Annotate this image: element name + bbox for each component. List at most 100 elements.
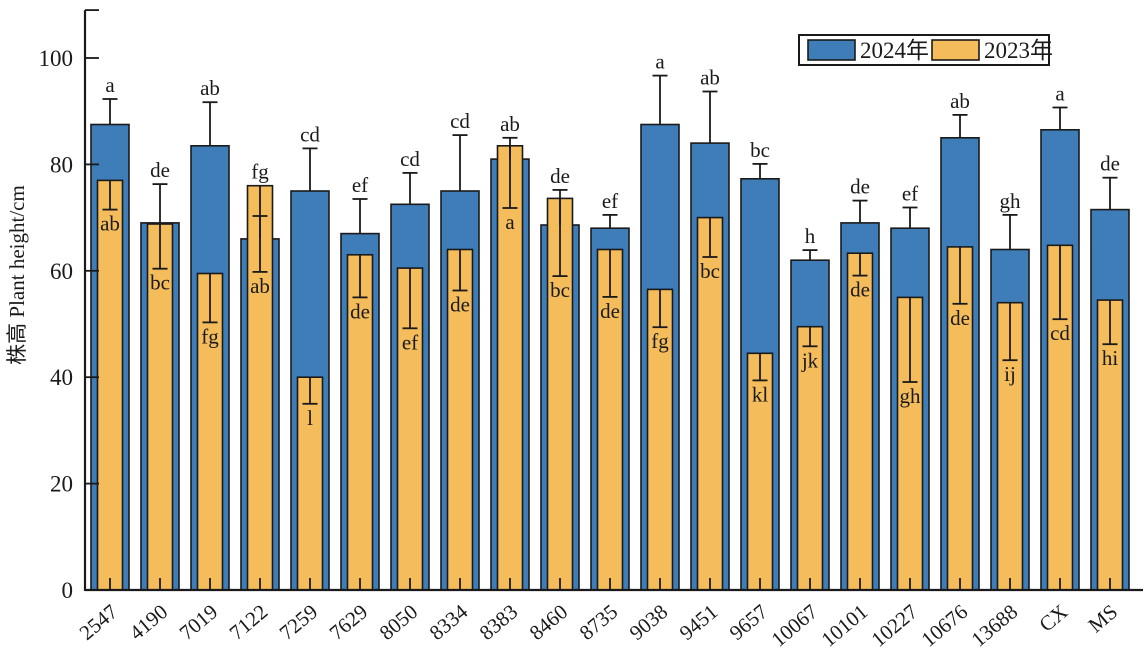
bar-2023-7629 <box>346 254 374 591</box>
bar-2023-7259 <box>296 376 324 591</box>
sig-letter-2024-10101: de <box>850 175 870 199</box>
sig-letter-2024-8735: ef <box>602 189 618 213</box>
x-tick-label-8050: 8050 <box>375 599 423 644</box>
bar-group-7122: fg ab <box>240 160 280 591</box>
bar-group-8460: de bc <box>540 164 580 591</box>
error-bar-2024-MS <box>1102 176 1118 210</box>
sig-letter-2023-9038: fg <box>651 329 669 353</box>
sig-letter-2023-MS: hi <box>1102 346 1119 370</box>
sig-letter-2024-CX: a <box>1055 82 1065 106</box>
legend: 2024年 2023年 <box>798 34 1053 66</box>
sig-letter-2024-4190: de <box>150 158 170 182</box>
sig-letter-2023-10676: de <box>950 306 970 330</box>
error-bar-2024-4190 <box>152 183 168 223</box>
error-bar-2024-8050 <box>402 171 418 205</box>
x-tick-label-13688: 13688 <box>967 599 1023 651</box>
legend-label-1: 2023年 <box>984 38 1053 63</box>
sig-letter-2023-8460: bc <box>550 278 570 302</box>
bar-group-7259: cd l <box>290 122 330 591</box>
x-axis: 2547 4190 7019 7122 7259 7629 8050 8334 8383 8460… <box>75 578 1143 652</box>
sig-letter-2024-10067: h <box>805 224 816 248</box>
error-bar-2024-9657 <box>752 162 768 179</box>
sig-letter-2023-8050: ef <box>402 330 418 354</box>
error-bar-2024-10227 <box>902 206 918 229</box>
y-tick-label-60: 60 <box>50 259 73 284</box>
error-bar-2023-8460 <box>552 198 568 278</box>
sig-letter-2023-9657: kl <box>752 382 769 406</box>
error-bar-2023-13688 <box>1002 302 1018 362</box>
error-bar-2023-9451 <box>702 217 718 258</box>
error-bar-2023-10101 <box>852 253 868 277</box>
x-tick-label-7122: 7122 <box>225 599 273 644</box>
sig-letter-2023-7259: l <box>307 406 313 430</box>
bar-group-8050: cd ef <box>390 147 430 591</box>
y-tick-label-80: 80 <box>50 152 73 177</box>
error-bar-2024-CX <box>1052 106 1068 130</box>
y-tick-label-100: 100 <box>39 46 74 71</box>
error-bar-2024-10676 <box>952 114 968 138</box>
x-tick-label-8460: 8460 <box>525 599 573 644</box>
bar-group-8383: ab a <box>490 112 530 591</box>
x-tick-label-MS: MS <box>1084 599 1123 637</box>
error-bar-2024-7019 <box>202 101 218 146</box>
bar-group-9451: ab bc <box>690 66 730 591</box>
sig-letter-2023-8735: de <box>600 299 620 323</box>
sig-letter-2023-2547: ab <box>100 212 120 236</box>
x-tick-label-9038: 9038 <box>625 599 673 644</box>
bar-2023-10067 <box>796 325 824 591</box>
error-bar-2023-9038 <box>652 289 668 329</box>
error-bar-2023-2547 <box>102 180 118 211</box>
sig-letter-2023-4190: bc <box>150 271 170 295</box>
x-tick-label-8735: 8735 <box>575 599 623 644</box>
sig-letter-2023-8334: de <box>450 293 470 317</box>
error-bar-2023-7122 <box>252 185 268 273</box>
error-bar-2024-7259 <box>302 147 318 191</box>
bar-2023-9451 <box>696 216 724 591</box>
legend-swatch-0 <box>807 39 856 61</box>
sig-letter-2024-10227: ef <box>902 182 918 206</box>
y-tick-label-20: 20 <box>50 472 73 497</box>
x-tick-label-10227: 10227 <box>867 599 923 651</box>
sig-letter-2024-8050: cd <box>400 147 420 171</box>
bar-group-2547: a ab <box>90 73 130 591</box>
error-bar-2024-8735 <box>602 213 618 229</box>
sig-letter-2023-10101: de <box>850 278 870 302</box>
bar-group-CX: a cd <box>1040 82 1080 591</box>
bar-group-10227: ef gh <box>890 182 930 591</box>
sig-letter-2023-7122: ab <box>250 274 270 298</box>
sig-letter-2023-9451: bc <box>700 259 720 283</box>
error-bar-2023-10227 <box>902 297 918 383</box>
bar-group-10067: h jk <box>790 224 830 591</box>
x-tick-label-7259: 7259 <box>275 599 323 644</box>
bar-group-8334: cd de <box>440 109 480 591</box>
bar-2023-8383 <box>496 145 524 591</box>
error-bar-2023-8383 <box>502 145 518 209</box>
sig-letter-2024-9451: ab <box>700 66 720 90</box>
sig-letter-2023-8383: a <box>505 210 515 234</box>
error-bar-2024-10067 <box>802 249 818 261</box>
bar-group-9038: a fg <box>640 50 680 591</box>
sig-letter-2024-8383: ab <box>500 112 520 136</box>
error-bar-2023-MS <box>1102 300 1118 346</box>
bar-2023-2547 <box>96 179 124 591</box>
sig-letter-2023-10227: gh <box>900 384 922 408</box>
sig-letter-2024-7259: cd <box>300 122 320 146</box>
y-axis-title: 株高 Plant height/cm <box>5 185 29 365</box>
y-tick-label-40: 40 <box>50 365 73 390</box>
error-bar-2024-10101 <box>852 199 868 223</box>
x-tick-label-CX: CX <box>1034 599 1072 636</box>
sig-letter-2024-7019: ab <box>200 76 220 100</box>
sig-letter-2023-CX: cd <box>1050 321 1070 345</box>
bar-2023-10101 <box>846 252 874 591</box>
bar-2023-8735 <box>596 248 624 591</box>
x-tick-label-9451: 9451 <box>675 599 723 644</box>
error-bar-2024-9038 <box>652 74 668 125</box>
bar-group-7629: ef de <box>340 173 380 591</box>
x-tick-label-10676: 10676 <box>917 599 973 651</box>
bar-group-MS: de hi <box>1090 152 1130 591</box>
x-tick-label-8334: 8334 <box>425 599 473 645</box>
error-bar-2024-8334 <box>452 134 468 191</box>
error-bar-2023-CX <box>1052 245 1068 321</box>
